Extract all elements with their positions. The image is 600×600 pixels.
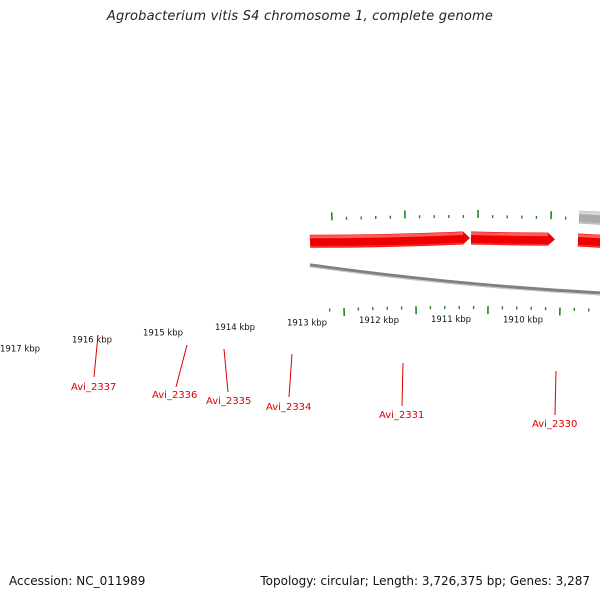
gene-label[interactable]: Avi_2336: [152, 390, 197, 401]
map-title: Agrobacterium vitis S4 chromosome 1, com…: [106, 9, 494, 24]
gene-leader-line: [554, 370, 557, 416]
kbp-label: 1916 kbp: [72, 336, 112, 346]
kbp-label: 1914 kbp: [215, 323, 255, 333]
kbp-label: 1910 kbp: [503, 316, 543, 326]
gene-label[interactable]: Avi_2330: [532, 419, 577, 430]
backbone-arc: [309, 263, 600, 296]
gene-label[interactable]: Avi_2335: [206, 396, 251, 407]
gene-label[interactable]: Avi_2337: [71, 382, 116, 393]
gene-arrow-highlight: [309, 242, 464, 248]
kbp-label: 1912 kbp: [359, 316, 399, 326]
gene-arrow-highlight: [577, 244, 600, 248]
gene-leader-line: [175, 344, 188, 388]
outer-tick-track: [328, 305, 590, 317]
gene-leader-line: [288, 353, 293, 398]
backbone: [309, 263, 600, 296]
gene-feature[interactable]: [309, 231, 470, 248]
gene-feature[interactable]: [577, 233, 600, 251]
kbp-label: 1917 kbp: [0, 344, 40, 354]
gene-label[interactable]: Avi_2334: [266, 402, 311, 413]
gene-leader-line: [93, 334, 99, 378]
gene-arrow-shade: [577, 234, 600, 239]
genome-summary: Topology: circular; Length: 3,726,375 bp…: [260, 574, 590, 588]
gene-arrow-highlight: [470, 242, 549, 246]
accession-label: Accession: NC_011989: [9, 574, 146, 588]
gene-leader-line: [401, 362, 404, 407]
kbp-label: 1911 kbp: [431, 315, 471, 325]
gene-arrow-shade: [309, 232, 464, 239]
gene-arrow-shade: [470, 232, 549, 237]
gene-arrow-highlight: [578, 221, 600, 225]
kbp-label: 1913 kbp: [287, 319, 327, 329]
gene-feature[interactable]: [470, 231, 555, 246]
kbp-label: 1915 kbp: [143, 328, 183, 338]
backbone-highlight: [309, 266, 600, 296]
gene-labels: Avi_2337 Avi_2336 Avi_2335 Avi_2334 Avi_2331…: [71, 334, 577, 430]
gene-label[interactable]: Avi_2331: [379, 410, 424, 421]
gene-arrow-shade: [578, 211, 600, 216]
reverse-gene-feature[interactable]: [578, 210, 600, 229]
gene-track: [309, 210, 600, 251]
gene-leader-line: [223, 348, 229, 393]
ruler-labels: 1917 kbp 1916 kbp 1915 kbp 1914 kbp 1913 kbp…: [0, 315, 543, 354]
